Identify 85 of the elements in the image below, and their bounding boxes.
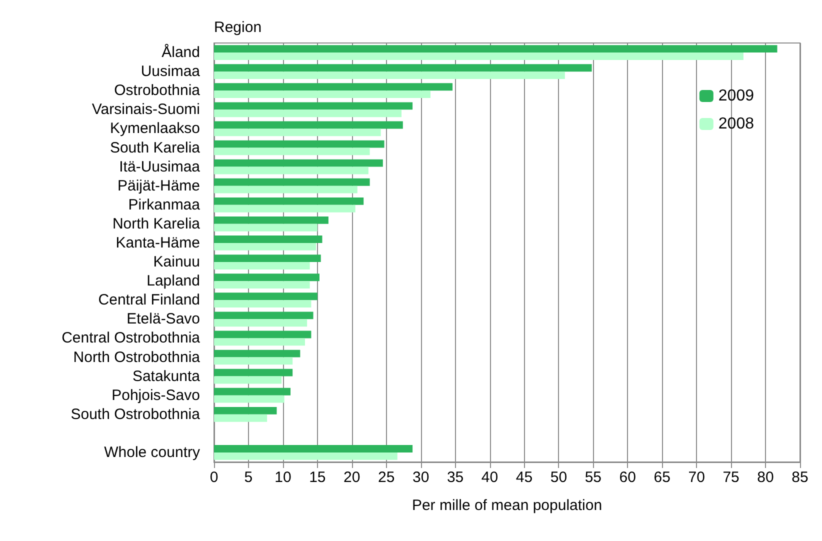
x-tick-label: 85 (792, 469, 808, 486)
x-tick-label: 25 (378, 469, 395, 486)
bar (214, 312, 314, 320)
bar (214, 319, 308, 327)
y-tick-label: Central Ostrobothnia (62, 330, 201, 347)
bar (214, 64, 592, 72)
bar (214, 376, 282, 384)
x-tick-label: 5 (244, 469, 253, 486)
bar (214, 330, 312, 338)
bar (214, 292, 318, 300)
bar (214, 83, 453, 91)
y-tick-label: Åland (162, 43, 200, 62)
bar (214, 178, 370, 186)
y-tick-label: South Ostrobothnia (70, 406, 201, 423)
bar (214, 140, 384, 148)
bar (214, 445, 413, 452)
bar (214, 159, 383, 167)
x-tick-label: 45 (516, 469, 533, 486)
bar (214, 197, 364, 205)
x-tick-label: 35 (446, 469, 464, 486)
bar (214, 102, 413, 110)
y-tick-label: Etelä-Savo (126, 310, 200, 328)
y-tick-label: Varsinais-Suomi (92, 101, 200, 118)
x-axis-title: Per mille of mean population (412, 497, 602, 514)
y-axis-title: Region (214, 19, 262, 36)
y-tick-label: Pirkanmaa (128, 196, 201, 214)
bar (214, 281, 310, 288)
bar (214, 204, 356, 212)
y-tick-label: Pohjois-Savo (112, 386, 200, 404)
x-tick-label: 30 (412, 469, 430, 486)
bar (214, 90, 430, 98)
y-tick-label: Whole country (104, 444, 200, 461)
y-tick-label: Kainuu (153, 254, 200, 271)
bar (214, 357, 293, 365)
bar (214, 262, 310, 270)
bar (214, 110, 402, 118)
bar (214, 274, 320, 282)
y-tick-label: North Ostrobothnia (73, 348, 201, 366)
bar (214, 406, 277, 414)
bar (214, 121, 403, 129)
x-tick-label: 40 (481, 469, 498, 486)
bar (214, 45, 778, 53)
x-tick-label: 15 (309, 469, 326, 486)
y-tick-label: Kymenlaakso (110, 120, 200, 138)
legend-label: 2009 (718, 88, 754, 104)
y-tick-label: Itä-Uusimaa (119, 158, 201, 176)
x-tick-label: 0 (210, 469, 218, 486)
x-tick-label: 80 (757, 469, 774, 486)
bar (214, 166, 368, 174)
bar (214, 52, 744, 60)
y-tick-label: Päijät-Häme (117, 177, 200, 194)
bar (214, 414, 268, 422)
y-tick-label: Kanta-Häme (116, 234, 200, 252)
bar (214, 186, 358, 194)
x-tick-label: 75 (722, 469, 740, 486)
x-tick-label: 65 (654, 469, 670, 486)
y-tick-label: Satakunta (132, 368, 201, 385)
y-tick-label: Lapland (146, 272, 200, 290)
bar (214, 236, 322, 243)
x-tick-label: 55 (584, 469, 602, 486)
bar (214, 72, 565, 79)
y-tick-label: North Karelia (112, 215, 201, 232)
bar (214, 350, 300, 358)
x-tick-label: 20 (344, 469, 360, 486)
bar (214, 395, 284, 403)
x-tick-label: 60 (619, 469, 636, 486)
y-tick-label: Uusimaa (140, 63, 201, 80)
bar (214, 368, 293, 376)
bar (214, 148, 370, 156)
bar (214, 452, 398, 460)
x-tick-label: 70 (688, 469, 705, 486)
x-tick-label: 50 (550, 469, 568, 486)
x-tick-label: 10 (274, 469, 292, 486)
bar (214, 254, 321, 262)
y-tick-label: South Karelia (110, 139, 201, 156)
y-tick-label: Central Finland (98, 292, 200, 309)
y-tick-label: Ostrobothnia (114, 82, 201, 100)
bar (214, 128, 381, 136)
bar (214, 300, 312, 308)
bar (214, 224, 318, 232)
bar (214, 388, 291, 396)
bar (214, 338, 305, 346)
bar (214, 216, 328, 224)
legend-label: 2008 (718, 116, 754, 132)
bar (214, 242, 316, 250)
